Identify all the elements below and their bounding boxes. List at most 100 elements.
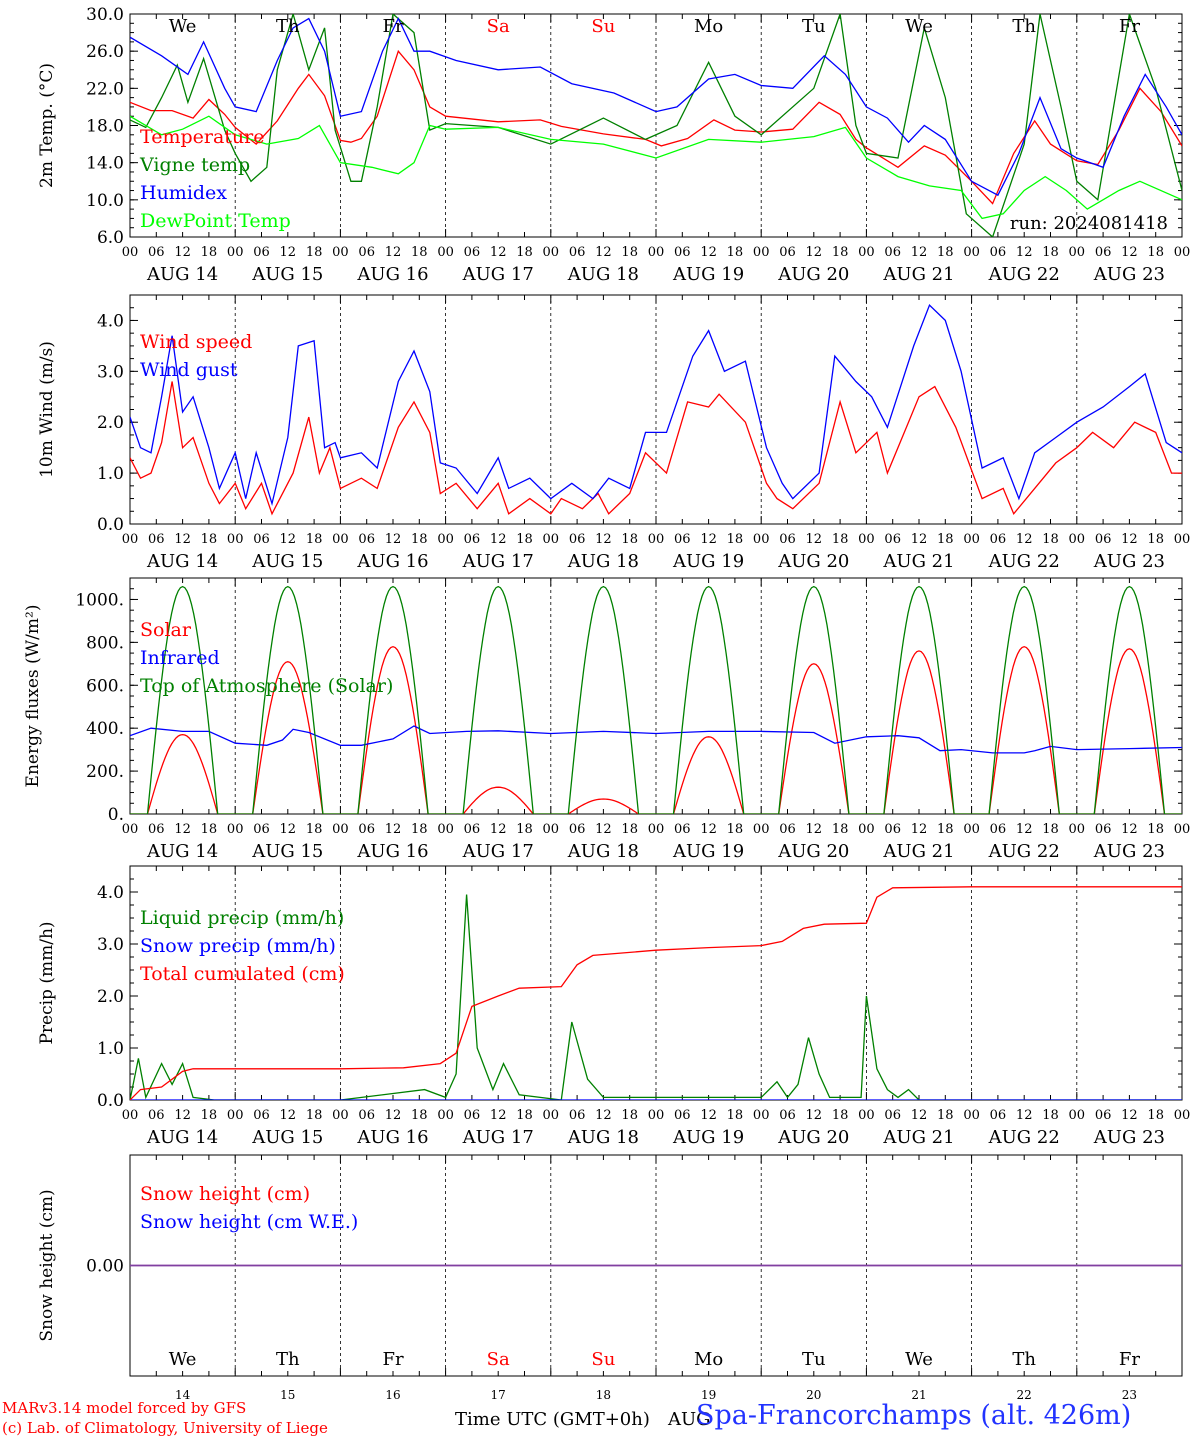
hour-label: 06 <box>674 532 691 547</box>
hour-label: 12 <box>1121 1108 1138 1123</box>
day-label: AUG 18 <box>567 1127 639 1148</box>
day-number-label: 22 <box>1017 1388 1032 1402</box>
day-label: AUG 15 <box>251 841 323 862</box>
hour-label: 18 <box>832 532 849 547</box>
legend-entry: Liquid precip (mm/h) <box>140 907 344 929</box>
weekday-label: Th <box>1012 1349 1036 1370</box>
weekday-label: Sa <box>487 16 510 37</box>
hour-label: 12 <box>490 532 507 547</box>
hour-label: 06 <box>464 822 481 837</box>
hour-label: 12 <box>595 532 612 547</box>
y-tick-label: 0.0 <box>97 1091 124 1111</box>
hour-label: 00 <box>1069 245 1086 260</box>
hour-label: 12 <box>700 245 717 260</box>
hour-label: 18 <box>306 822 323 837</box>
hour-label: 12 <box>385 532 402 547</box>
hour-label: 12 <box>595 245 612 260</box>
day-label: AUG 14 <box>146 264 218 285</box>
hour-label: 18 <box>1042 822 1059 837</box>
y-tick-label: 22.0 <box>86 79 124 99</box>
legend-entry: Total cumulated (cm) <box>140 963 345 985</box>
hour-label: 18 <box>937 245 954 260</box>
hour-label: 12 <box>806 822 823 837</box>
series-line-dewpoint-temp <box>130 115 1182 220</box>
hour-label: 18 <box>937 1108 954 1123</box>
day-label: AUG 18 <box>567 264 639 285</box>
hour-label: 18 <box>937 532 954 547</box>
hour-label: 12 <box>911 1108 928 1123</box>
hour-label: 00 <box>858 245 875 260</box>
hour-label: 12 <box>280 245 297 260</box>
hour-label: 12 <box>911 532 928 547</box>
day-label: AUG 20 <box>777 264 849 285</box>
hour-label: 12 <box>174 822 191 837</box>
series-line-top-of-atmosphere-solar- <box>130 585 1182 814</box>
day-label: AUG 17 <box>462 264 534 285</box>
hour-label: 00 <box>753 245 770 260</box>
day-label: AUG 20 <box>777 1127 849 1148</box>
x-axis-label: Time UTC (GMT+0h) <box>455 1409 650 1430</box>
hour-label: 18 <box>1147 1108 1164 1123</box>
hour-label: 00 <box>858 532 875 547</box>
legend-entry: Wind gust <box>140 359 238 381</box>
y-axis-label: Precip (mm/h) <box>37 921 57 1044</box>
day-label: AUG 21 <box>882 1127 954 1148</box>
day-number-label: 15 <box>280 1388 295 1402</box>
y-tick-label: 2.0 <box>97 413 124 433</box>
hour-label: 00 <box>858 1108 875 1123</box>
hour-label: 00 <box>437 532 454 547</box>
hour-label: 12 <box>1121 245 1138 260</box>
legend-entry: Wind speed <box>140 331 252 353</box>
hour-label: 12 <box>700 1108 717 1123</box>
hour-label: 12 <box>385 822 402 837</box>
day-label: AUG 16 <box>356 1127 428 1148</box>
series-line-solar <box>130 646 1182 814</box>
weekday-label: Tu <box>802 1349 826 1370</box>
weekday-label: We <box>169 1349 197 1370</box>
hour-label: 12 <box>490 1108 507 1123</box>
hour-label: 18 <box>832 1108 849 1123</box>
hour-label: 12 <box>280 532 297 547</box>
day-label: AUG 15 <box>251 1127 323 1148</box>
hour-label: 06 <box>674 245 691 260</box>
hour-label: 12 <box>806 532 823 547</box>
hour-label: 00 <box>122 822 139 837</box>
hour-label: 00 <box>122 532 139 547</box>
y-tick-label: 0.00 <box>86 1257 124 1277</box>
hour-label: 18 <box>727 532 744 547</box>
hour-label: 18 <box>1147 532 1164 547</box>
day-number-label: 18 <box>596 1388 611 1402</box>
y-tick-label: 1000. <box>75 590 124 610</box>
weekday-label: Fr <box>382 16 403 37</box>
hour-label: 00 <box>963 245 980 260</box>
legend-entry: DewPoint Temp <box>140 210 291 232</box>
y-axis-label: 2m Temp. (°C) <box>37 63 57 188</box>
hour-label: 12 <box>911 822 928 837</box>
hour-label: 06 <box>1095 822 1112 837</box>
weekday-label: We <box>169 16 197 37</box>
hour-label: 00 <box>1069 822 1086 837</box>
hour-label: 06 <box>779 532 796 547</box>
hour-label: 18 <box>727 1108 744 1123</box>
y-tick-label: 1.0 <box>97 1039 124 1059</box>
hour-label: 06 <box>779 822 796 837</box>
hour-label: 18 <box>832 245 849 260</box>
day-label: AUG 20 <box>777 551 849 572</box>
day-number-label: 21 <box>911 1388 926 1402</box>
y-tick-label: 6.0 <box>97 228 124 248</box>
credit-line-2: (c) Lab. of Climatology, University of L… <box>2 1419 328 1437</box>
hour-label: 06 <box>358 532 375 547</box>
day-number-label: 23 <box>1122 1388 1137 1402</box>
hour-label: 06 <box>884 245 901 260</box>
hour-label: 12 <box>490 245 507 260</box>
weekday-label: Fr <box>1119 16 1140 37</box>
hour-label: 18 <box>516 822 533 837</box>
hour-label: 06 <box>253 822 270 837</box>
hour-label: 18 <box>727 245 744 260</box>
hour-label: 00 <box>227 245 244 260</box>
day-number-label: 14 <box>175 1388 191 1402</box>
hour-label: 00 <box>122 245 139 260</box>
hour-label: 00 <box>227 822 244 837</box>
hour-label: 06 <box>884 1108 901 1123</box>
